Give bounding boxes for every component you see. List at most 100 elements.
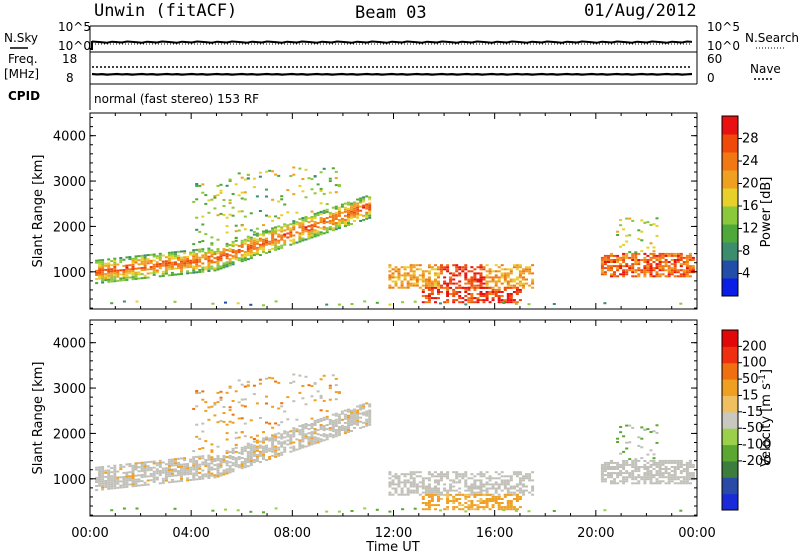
power-cell [676, 256, 680, 259]
velocity-cell [325, 428, 329, 431]
velocity-cell [652, 453, 656, 456]
power-cell [283, 239, 287, 242]
power-cell [161, 264, 165, 267]
power-cell [107, 262, 111, 265]
power-cell [161, 260, 165, 263]
power-cell [646, 221, 650, 224]
velocity-cell [170, 460, 174, 463]
velocity-cell [347, 429, 350, 431]
velocity-cell [204, 463, 208, 466]
power-cell [506, 293, 510, 295]
velocity-cell [195, 423, 199, 426]
power-cell [265, 195, 268, 198]
nave-tick-top: 60 [707, 52, 722, 66]
velocity-cell [201, 461, 205, 464]
velocity-cell [337, 428, 341, 430]
velocity-cell [497, 477, 501, 480]
power-cell [500, 282, 504, 285]
power-cell [183, 260, 187, 263]
velocity-cell [158, 459, 162, 462]
power-cell [201, 266, 205, 269]
power-cell [515, 268, 519, 271]
velocity-cell [625, 447, 629, 450]
velocity-cell [503, 481, 507, 484]
velocity-cell [137, 478, 141, 481]
power-cell [476, 278, 480, 281]
velocity-cell [110, 483, 114, 486]
velocity-cell [616, 476, 620, 479]
velocity-cell [646, 461, 650, 464]
velocity-cell [328, 418, 332, 421]
velocity-cell [664, 466, 668, 468]
velocity-cell [473, 508, 477, 511]
power-cell [467, 299, 471, 302]
power-cell [301, 178, 305, 180]
velocity-cell [224, 508, 227, 511]
power-cell [403, 268, 407, 271]
velocity-cell [485, 481, 489, 484]
velocity-cell [280, 445, 284, 448]
velocity-cell [207, 464, 211, 467]
velocity-cell [506, 493, 510, 496]
power-cell [494, 288, 498, 291]
power-cell [613, 271, 616, 274]
velocity-cell [319, 394, 323, 397]
velocity-cell [298, 431, 302, 434]
power-cell [452, 264, 456, 267]
velocity-cell [637, 482, 641, 485]
power-cell [616, 230, 620, 233]
power-cell [452, 278, 456, 281]
power-cell [234, 252, 238, 255]
velocity-cell [427, 506, 431, 509]
velocity-cell [628, 476, 632, 479]
power-cell [122, 275, 126, 278]
velocity-cell [628, 424, 632, 427]
power-cell [503, 286, 507, 289]
power-cell [391, 286, 395, 289]
velocity-cell [246, 465, 250, 468]
velocity-cell [446, 495, 450, 498]
velocity-cell [137, 466, 141, 469]
velocity-cell [222, 457, 226, 460]
velocity-cell [467, 485, 471, 488]
velocity-cell [255, 460, 259, 462]
velocity-cell [461, 473, 465, 476]
velocity-cell [622, 476, 626, 479]
velocity-cell [622, 459, 626, 462]
power-cell [485, 274, 489, 277]
velocity-cell [228, 471, 232, 474]
velocity-cell [515, 489, 519, 492]
velocity-cell [110, 487, 114, 490]
velocity-cell [110, 471, 114, 474]
power-cell [528, 268, 532, 271]
velocity-cell [207, 470, 211, 473]
velocity-cell [243, 422, 247, 425]
power-cell [467, 270, 471, 273]
power-cell [298, 236, 302, 239]
power-cell [277, 247, 281, 250]
power-cell [473, 286, 477, 289]
power-cell [255, 238, 259, 241]
power-cell [134, 273, 138, 276]
velocity-colorbar-band [722, 330, 738, 347]
velocity-cell [518, 495, 522, 498]
velocity-cell [183, 465, 187, 468]
power-cell [319, 233, 323, 236]
velocity-cell [437, 493, 440, 496]
velocity-cell [207, 454, 211, 457]
velocity-cell [628, 463, 632, 466]
velocity-cell [646, 476, 650, 479]
velocity-cell [265, 402, 268, 405]
velocity-cell [207, 475, 211, 477]
velocity-cell [473, 485, 477, 488]
power-cell [310, 178, 314, 181]
power-cell [443, 280, 447, 283]
velocity-cell [479, 502, 483, 504]
velocity-cell [691, 476, 695, 479]
velocity-cell [107, 483, 111, 486]
velocity-cell [246, 461, 250, 464]
velocity-cell [246, 457, 250, 459]
velocity-cell [353, 414, 356, 417]
power-cell [277, 241, 281, 244]
